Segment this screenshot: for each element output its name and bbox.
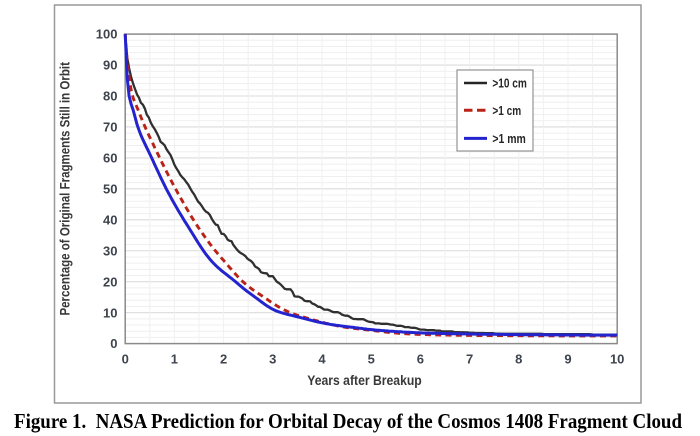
svg-text:Years after Breakup: Years after Breakup bbox=[307, 373, 422, 388]
svg-text:70: 70 bbox=[103, 120, 117, 135]
svg-text:30: 30 bbox=[103, 243, 117, 258]
svg-text:6: 6 bbox=[417, 352, 424, 367]
svg-text:100: 100 bbox=[96, 27, 118, 42]
svg-text:>10 cm: >10 cm bbox=[492, 76, 527, 91]
svg-text:3: 3 bbox=[269, 352, 276, 367]
svg-text:5: 5 bbox=[368, 352, 375, 367]
svg-text:8: 8 bbox=[515, 352, 522, 367]
svg-text:0: 0 bbox=[122, 352, 129, 367]
svg-text:9: 9 bbox=[564, 352, 571, 367]
svg-text:1: 1 bbox=[171, 352, 178, 367]
svg-text:10: 10 bbox=[103, 305, 117, 320]
svg-text:>1 mm: >1 mm bbox=[492, 131, 525, 146]
svg-text:Percentage of Original Fragmen: Percentage of Original Fragments Still i… bbox=[58, 62, 73, 316]
svg-text:Figure 1. NASA Prediction for: Figure 1. NASA Prediction for Orbital De… bbox=[14, 409, 682, 433]
svg-text:50: 50 bbox=[103, 182, 117, 197]
svg-text:4: 4 bbox=[318, 352, 326, 367]
svg-text:0: 0 bbox=[110, 336, 117, 351]
svg-text:7: 7 bbox=[466, 352, 473, 367]
svg-text:80: 80 bbox=[103, 89, 117, 104]
svg-text:2: 2 bbox=[220, 352, 227, 367]
svg-text:>1 cm: >1 cm bbox=[492, 103, 521, 118]
svg-text:10: 10 bbox=[610, 352, 624, 367]
svg-text:20: 20 bbox=[103, 274, 117, 289]
svg-text:40: 40 bbox=[103, 212, 117, 227]
svg-text:60: 60 bbox=[103, 151, 117, 166]
svg-text:90: 90 bbox=[103, 58, 117, 73]
